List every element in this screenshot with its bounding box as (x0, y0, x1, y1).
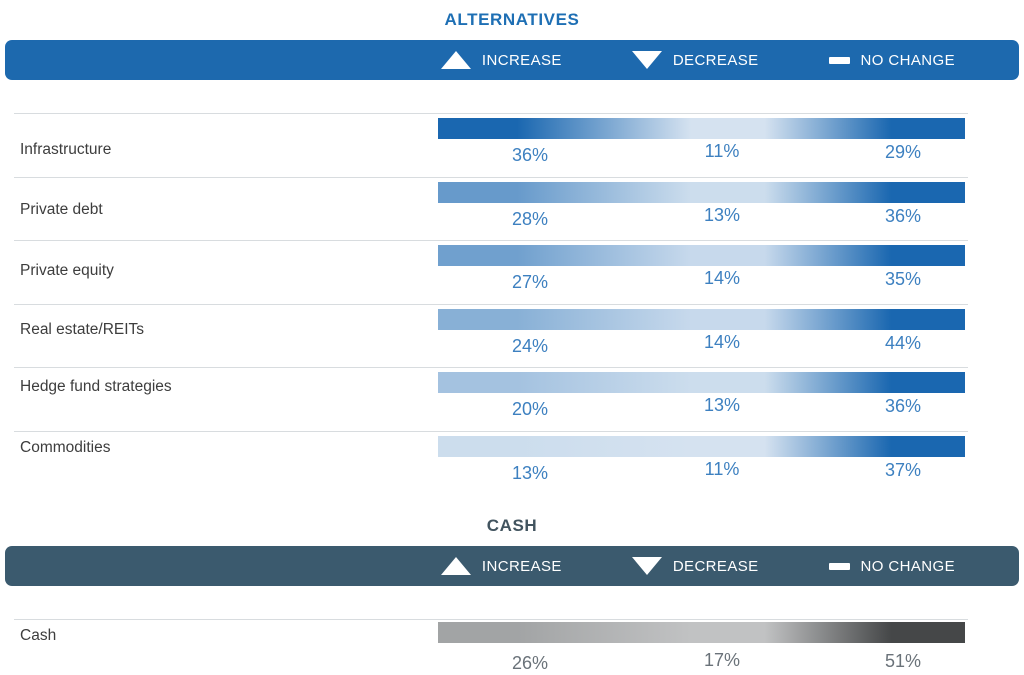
gradient-bar (438, 118, 965, 139)
value-no-change: 51% (884, 651, 922, 671)
section-alternatives: ALTERNATIVES INCREASE DECREASE NO CHANGE I… (5, 10, 1019, 494)
row-label: Hedge fund strategies (20, 378, 172, 395)
legend-item-decrease: DECREASE (631, 557, 759, 575)
value-no-change: 35% (884, 269, 922, 289)
gradient-bar (438, 181, 965, 203)
legend-label: NO CHANGE (860, 51, 955, 69)
gradient-bar (438, 622, 965, 643)
row-label: Commodities (20, 438, 111, 456)
triangle-down-icon (631, 51, 662, 69)
value-decrease: 17% (703, 650, 741, 670)
table-row: Cash 26% 17% 51% (14, 619, 968, 675)
legend-label: DECREASE (672, 51, 759, 69)
value-no-change: 44% (884, 332, 922, 353)
value-decrease: 13% (703, 395, 741, 415)
legend-label: NO CHANGE (860, 557, 955, 575)
gradient-bar (438, 245, 965, 266)
row-label: Infrastructure (20, 141, 112, 158)
table-row: Hedge fund strategies 20% 13% 36% (14, 367, 968, 431)
value-no-change: 36% (884, 396, 922, 416)
row-label: Real estate/REITs (20, 320, 145, 338)
value-increase: 26% (511, 653, 549, 673)
value-no-change: 37% (884, 459, 922, 480)
legend-item-increase: INCREASE (440, 51, 562, 69)
value-no-change: 29% (884, 142, 922, 162)
triangle-down-icon (631, 557, 662, 575)
gradient-bar (438, 372, 965, 393)
legend-bar: INCREASE DECREASE NO CHANGE (5, 40, 1019, 80)
table-row: Commodities 13% 11% 37% (14, 430, 968, 495)
legend-item-increase: INCREASE (440, 557, 562, 575)
section-title: ALTERNATIVES (444, 10, 580, 29)
value-decrease: 13% (703, 204, 741, 225)
rows: Cash 26% 17% 51% (14, 619, 968, 675)
triangle-up-icon (440, 557, 471, 575)
row-label: Cash (20, 627, 57, 644)
table-row: Private debt 28% 13% 36% (14, 176, 968, 241)
table-row: Infrastructure 36% 11% 29% (14, 113, 968, 177)
legend: INCREASE DECREASE NO CHANGE (440, 40, 955, 80)
value-decrease: 11% (704, 458, 740, 479)
legend-label: DECREASE (672, 557, 759, 575)
value-increase: 36% (511, 145, 549, 165)
section-cash: CASH INCREASE DECREASE NO CHANGE Cash 26% 17… (0, 506, 1024, 675)
dash-icon (828, 56, 850, 64)
gradient-bar (438, 435, 965, 457)
triangle-up-icon (440, 51, 471, 69)
legend-item-no-change: NO CHANGE (828, 557, 955, 575)
value-no-change: 36% (884, 205, 922, 226)
dash-icon (828, 562, 850, 570)
value-increase: 13% (511, 462, 549, 483)
section-title: CASH (486, 516, 538, 535)
value-increase: 24% (511, 335, 549, 356)
table-row: Private equity 27% 14% 35% (14, 240, 968, 304)
legend-bar: INCREASE DECREASE NO CHANGE (5, 546, 1019, 586)
value-increase: 28% (511, 208, 549, 229)
value-increase: 20% (511, 399, 549, 419)
value-increase: 27% (511, 272, 549, 292)
value-decrease: 14% (703, 268, 741, 288)
legend-label: INCREASE (481, 51, 562, 69)
value-decrease: 11% (704, 141, 740, 161)
legend-label: INCREASE (481, 557, 562, 575)
legend-item-decrease: DECREASE (631, 51, 759, 69)
gradient-bar (438, 308, 965, 330)
table-row: Real estate/REITs 24% 14% 44% (14, 303, 968, 368)
value-decrease: 14% (703, 331, 741, 352)
row-label: Private equity (20, 262, 114, 279)
row-label: Private debt (20, 200, 103, 218)
legend-item-no-change: NO CHANGE (828, 51, 955, 69)
legend: INCREASE DECREASE NO CHANGE (440, 546, 955, 586)
rows: Infrastructure 36% 11% 29% Private debt 28% 13… (14, 113, 968, 494)
